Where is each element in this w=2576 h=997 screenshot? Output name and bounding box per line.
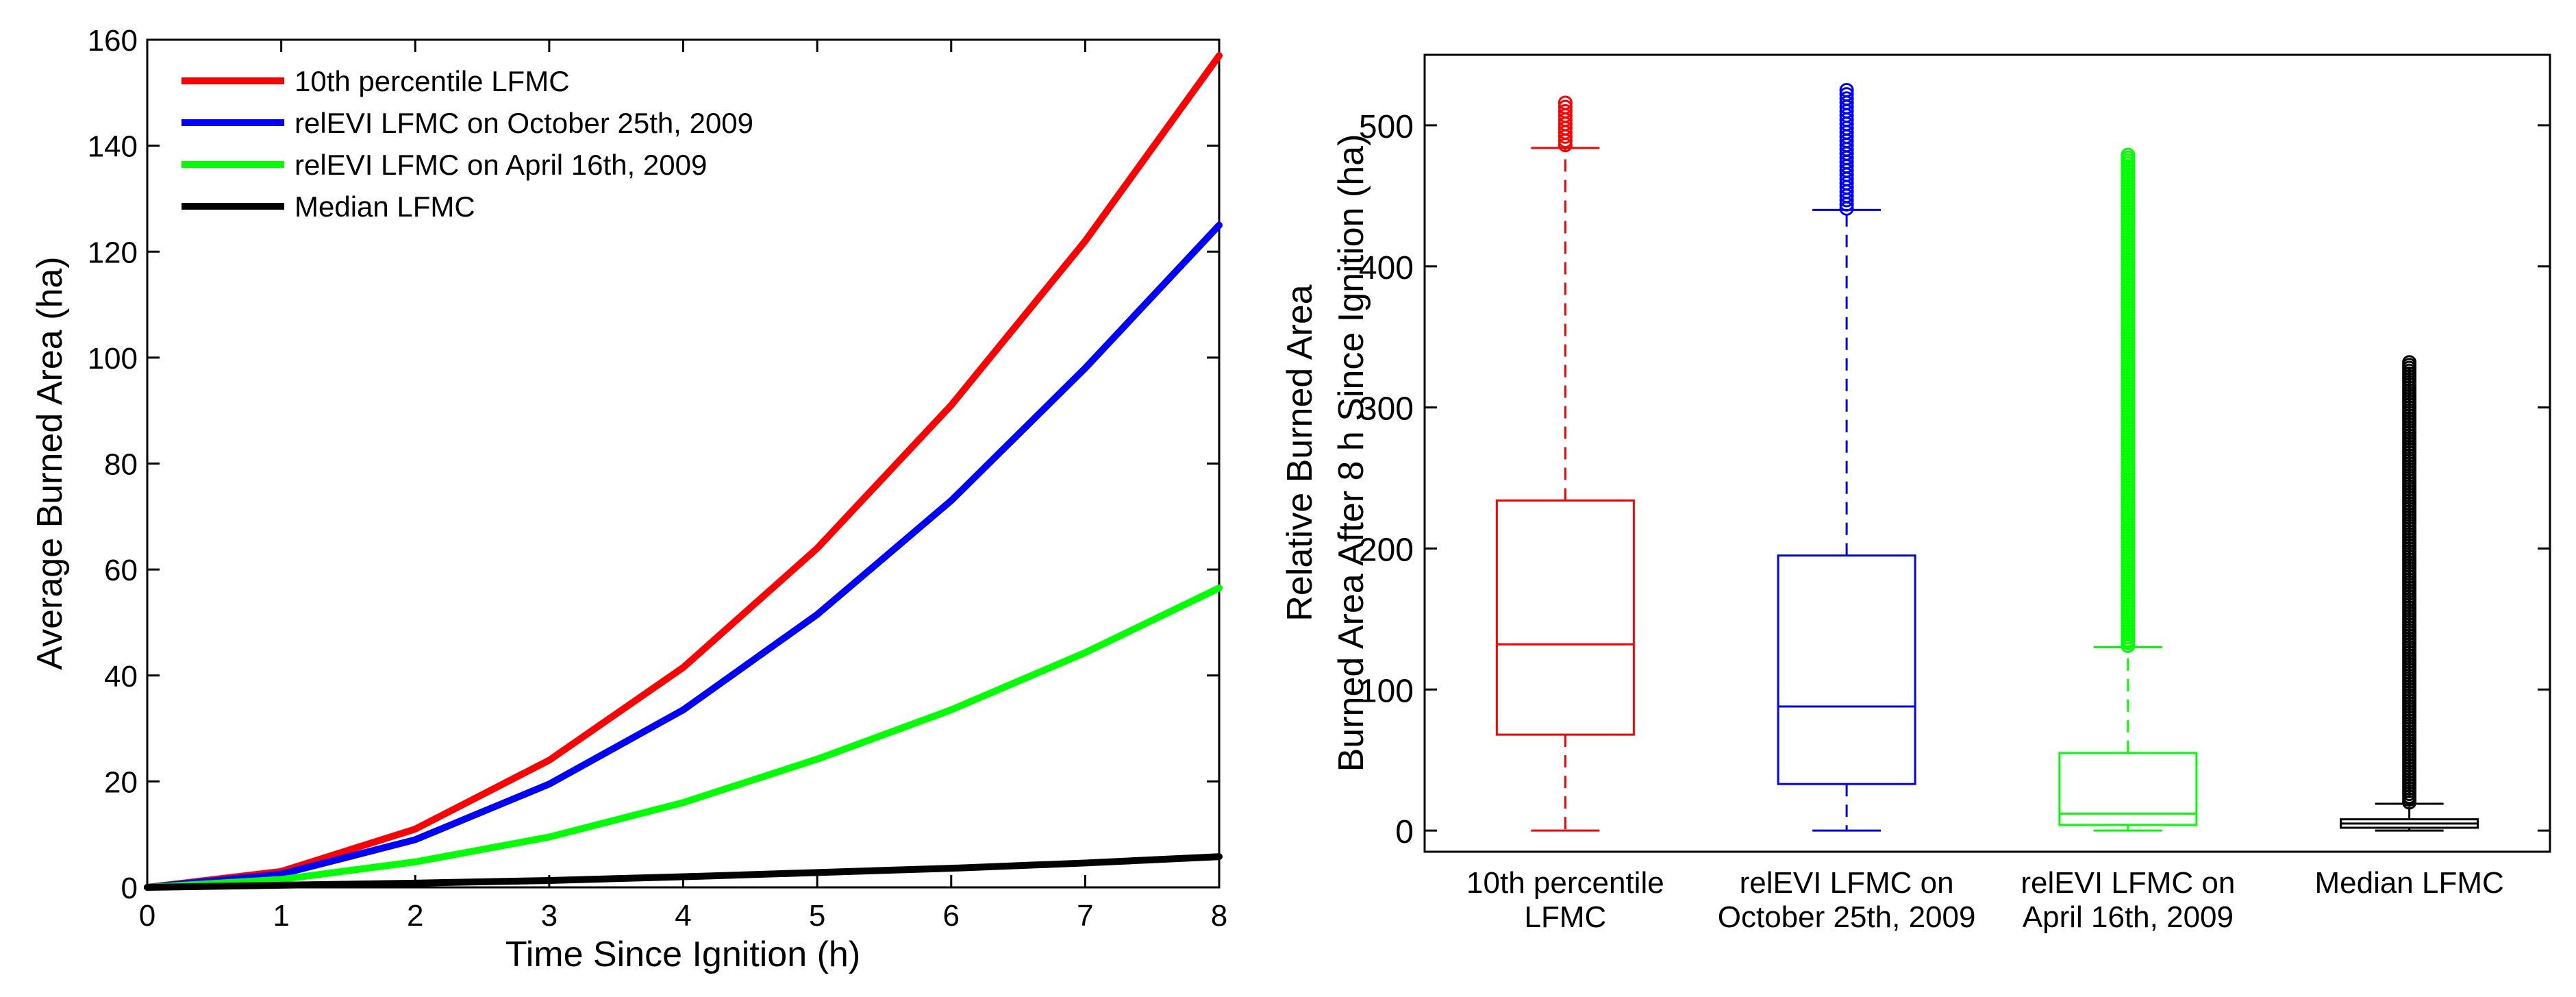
line-plot-area	[146, 38, 1221, 889]
box-iqr	[1777, 554, 1916, 785]
box-outlier	[1839, 87, 1854, 102]
line-x-tick-label: 4	[675, 899, 691, 933]
legend-label: relEVI LFMC on October 25th, 2009	[295, 107, 753, 139]
line-y-ticks: 0 20 40 60 80 100 120 140 160	[88, 24, 1219, 905]
line-y-tick-label: 80	[104, 448, 138, 482]
line-y-tick-label: 100	[88, 342, 138, 376]
box-outlier	[1839, 91, 1854, 106]
box-category-label: April 16th, 2009	[2023, 900, 2234, 934]
box-category-label: 10th percentile	[1466, 866, 1664, 900]
line-x-tick-label: 2	[407, 899, 423, 933]
box-group-3	[2058, 147, 2198, 832]
box-category-label: Median LFMC	[2314, 866, 2503, 900]
line-legend: 10th percentile LFMC relEVI LFMC on Octob…	[182, 65, 753, 223]
line-y-tick-label: 140	[88, 130, 138, 164]
box-y-tick-label: 400	[1359, 250, 1414, 286]
box-outlier	[2121, 147, 2136, 162]
line-series-relevi-lfmc-on-october-25th-2009	[144, 221, 1223, 891]
box-outlier	[2402, 355, 2417, 370]
line-x-tick-label: 6	[943, 899, 960, 933]
box-group-1	[1495, 95, 1635, 832]
line-x-tick-label: 5	[809, 899, 825, 933]
box-outlier	[1558, 95, 1573, 110]
line-series-10th-percentile-lfmc	[144, 52, 1223, 891]
box-y-tick-label: 100	[1359, 673, 1414, 709]
box-group-2	[1777, 82, 1916, 832]
line-y-tick-label: 120	[88, 236, 138, 269]
line-series-group	[144, 52, 1223, 891]
line-chart: 0 20 40 60 80 100 120 140 160 0 1 2 3 4 5 6 7 8 Time Sin…	[30, 24, 1227, 974]
legend-label: Median LFMC	[295, 190, 475, 223]
box-outlier	[1558, 99, 1573, 114]
line-y-tick-label: 40	[104, 660, 138, 693]
box-category-label: LFMC	[1524, 900, 1606, 934]
line-x-axis-label: Time Since Ignition (h)	[505, 935, 860, 974]
box-plot-area	[1423, 53, 2551, 853]
box-y-tick-label: 0	[1395, 814, 1414, 850]
box-category-label: relEVI LFMC on	[1740, 866, 1954, 900]
line-x-tick-label: 8	[1211, 899, 1227, 933]
line-series-relevi-lfmc-on-april-16th-2009	[144, 584, 1223, 891]
line-y-tick-label: 0	[121, 872, 138, 905]
box-outlier	[1839, 82, 1854, 97]
line-y-tick-label: 160	[88, 24, 138, 58]
box-y-tick-label: 200	[1359, 532, 1414, 568]
line-x-tick-label: 7	[1077, 899, 1093, 933]
box-y-tick-label: 500	[1359, 109, 1414, 145]
box-y-tick-label: 300	[1359, 391, 1414, 428]
line-x-tick-label: 3	[541, 899, 558, 933]
box-series-group	[1495, 82, 2479, 832]
box-iqr	[1495, 499, 1635, 736]
box-y-axis-label-line1: Relative Burned Area	[1280, 284, 1320, 621]
box-group-4	[2340, 355, 2479, 832]
line-x-ticks: 0 1 2 3 4 5 6 7 8	[139, 40, 1227, 933]
line-y-tick-label: 60	[104, 554, 138, 587]
box-y-axis-label-line2: Burned Area After 8 h Since Ignition (ha…	[1331, 134, 1371, 772]
line-x-tick-label: 0	[139, 899, 155, 933]
box-category-label: relEVI LFMC on	[2021, 866, 2235, 900]
box-y-ticks: 0 100 200 300 400 500	[1359, 109, 2550, 850]
legend-label: relEVI LFMC on April 16th, 2009	[295, 149, 707, 181]
line-y-axis-label: Average Burned Area (ha)	[30, 256, 70, 669]
line-series-median-lfmc	[144, 853, 1223, 891]
box-outlier	[1558, 103, 1573, 119]
box-iqr	[2058, 752, 2198, 826]
line-x-tick-label: 1	[273, 899, 289, 933]
legend-label: 10th percentile LFMC	[295, 65, 570, 97]
line-y-tick-label: 20	[104, 765, 138, 799]
box-category-label: October 25th, 2009	[1718, 900, 1976, 934]
